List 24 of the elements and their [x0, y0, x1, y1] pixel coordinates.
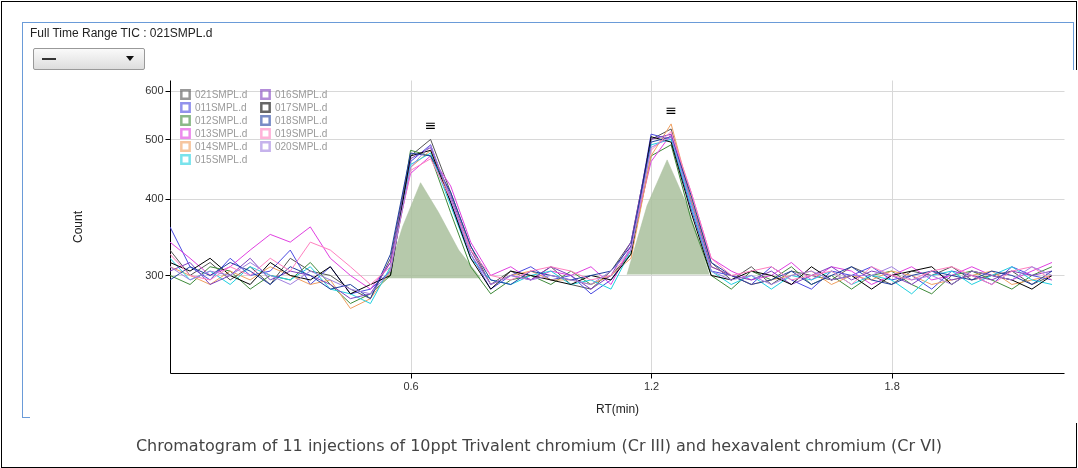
legend-label: 019SMPL.d	[275, 127, 328, 139]
x-tick-label: 1.8	[884, 379, 900, 392]
legend-label: 018SMPL.d	[275, 114, 328, 126]
text: Chromatogram of 11 injections of 10ppt Trivalent chromium (Cr III) and hexavalent chromium (Cr VI)	[134, 436, 944, 455]
x-tick-label: 0.6	[403, 379, 419, 392]
legend-label: 013SMPL.d	[195, 127, 248, 139]
chart-title: Full Time Range TIC : 021SMPL.d	[30, 26, 213, 40]
annotation: ≡	[424, 117, 437, 134]
y-tick-label: 300	[145, 268, 164, 281]
legend-label: 012SMPL.d	[195, 114, 248, 126]
legend-label: 017SMPL.d	[275, 101, 328, 113]
x-axis-title: RT(min)	[595, 401, 640, 416]
annotation: ≡	[665, 101, 677, 118]
legend-label: 014SMPL.d	[195, 140, 248, 152]
legend-label: 015SMPL.d	[195, 153, 248, 165]
legend-label: 011SMPL.d	[195, 101, 247, 113]
legend-label: 021SMPL.d	[195, 88, 248, 100]
y-tick-label: 400	[145, 192, 164, 205]
legend-label: 020SMPL.d	[275, 140, 328, 152]
y-tick-label: 600	[145, 84, 164, 97]
legend-label: 016SMPL.d	[275, 88, 328, 100]
y-tick-label: 500	[145, 132, 164, 145]
y-axis-title: Count	[71, 210, 86, 244]
x-tick-label: 1.2	[643, 379, 660, 392]
